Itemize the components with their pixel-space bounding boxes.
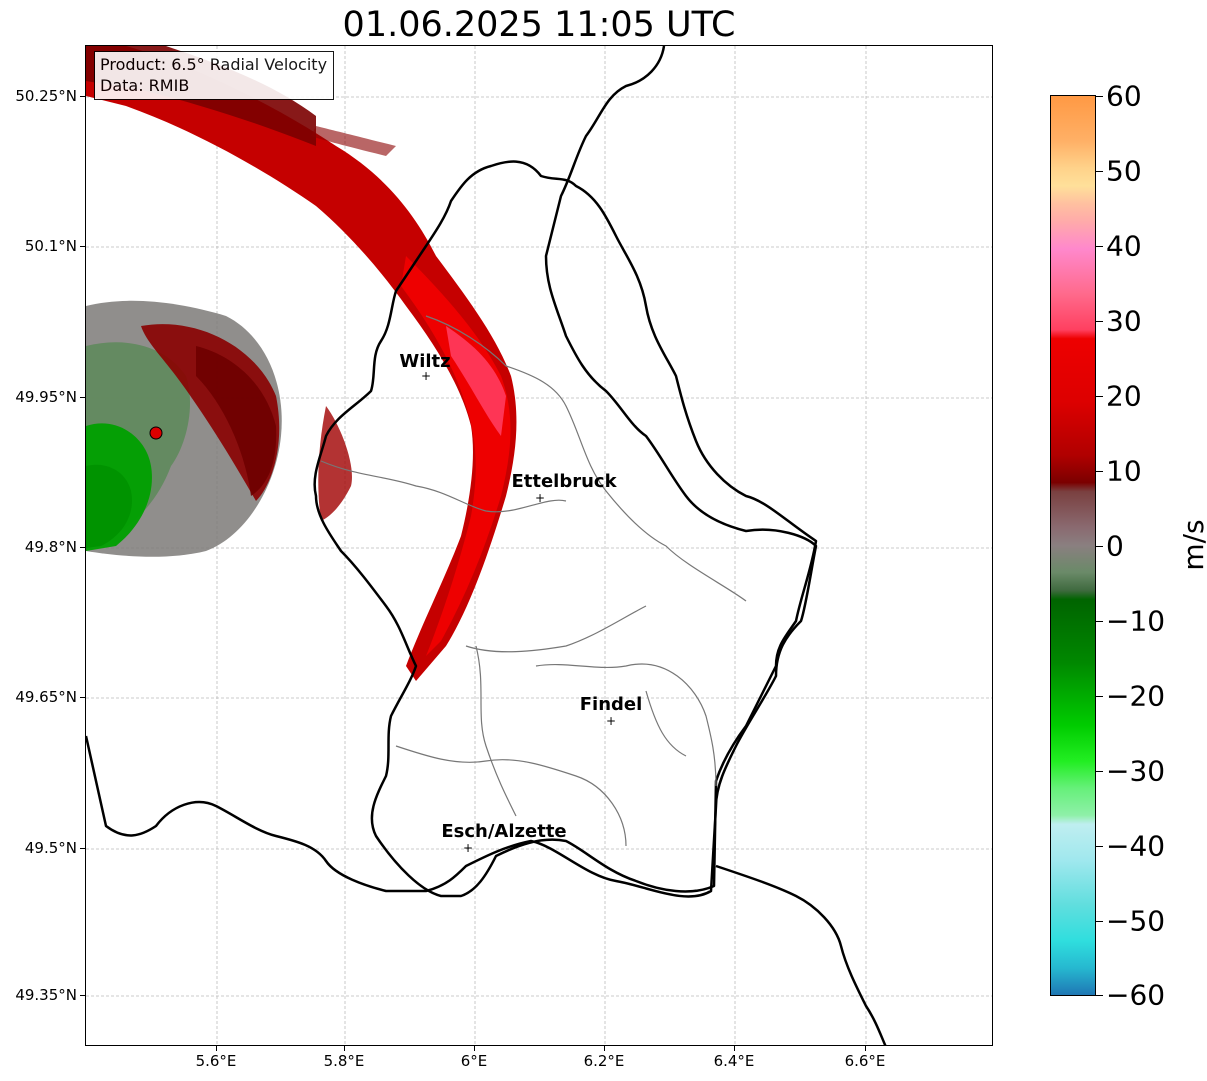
lat-tick: [80, 697, 85, 698]
lon-tick: [474, 1046, 475, 1051]
city-marker-esch: +: [462, 841, 474, 855]
lon-label: 5.8°E: [323, 1052, 365, 1070]
colorbar-tick: [1096, 96, 1103, 97]
colorbar-label: 50: [1106, 154, 1142, 188]
lat-label: 50.1°N: [24, 237, 77, 255]
lat-tick: [80, 995, 85, 996]
city-marker-findel: +: [605, 714, 617, 728]
colorbar-tick: [1096, 696, 1103, 697]
radar-echo-west: [86, 300, 282, 557]
colorbar-label: −40: [1106, 829, 1166, 863]
lon-label: 6.4°E: [713, 1052, 755, 1070]
colorbar-unit: m/s: [1177, 519, 1207, 571]
luxembourg-border: [313, 160, 818, 898]
city-label-findel: Findel: [579, 694, 643, 715]
lat-label: 49.35°N: [15, 986, 77, 1004]
colorbar-label: 0: [1106, 529, 1124, 563]
colorbar-label: 20: [1106, 379, 1142, 413]
south-border: [715, 864, 887, 1045]
map-panel[interactable]: Wiltz + Ettelbruck + Findel + Esch/Alzet…: [85, 45, 993, 1046]
product-info-box: Product: 6.5° Radial Velocity Data: RMIB: [94, 51, 335, 100]
city-label-esch: Esch/Alzette: [441, 821, 567, 842]
lat-tick: [80, 246, 85, 247]
lat-tick: [80, 848, 85, 849]
colorbar-tick: [1096, 171, 1103, 172]
colorbar-tick: [1096, 546, 1103, 547]
colorbar-label: −30: [1106, 754, 1166, 788]
colorbar-label: 30: [1106, 304, 1142, 338]
lat-label: 50.25°N: [15, 87, 77, 105]
colorbar-tick: [1096, 846, 1103, 847]
lat-label: 49.8°N: [24, 538, 77, 556]
colorbar-label: −20: [1106, 679, 1166, 713]
lon-label: 5.6°E: [195, 1052, 237, 1070]
lon-tick: [216, 1046, 217, 1051]
colorbar-tick: [1096, 471, 1103, 472]
city-marker-wiltz: +: [420, 369, 432, 383]
data-source-label: Data: RMIB: [100, 76, 190, 95]
colorbar-label: 10: [1106, 454, 1142, 488]
lat-tick: [80, 96, 85, 97]
colorbar: [1050, 95, 1096, 996]
lat-tick: [80, 547, 85, 548]
lat-label: 49.95°N: [15, 388, 77, 406]
colorbar-label: −10: [1106, 604, 1166, 638]
city-marker-ettelbruck: +: [534, 491, 546, 505]
colorbar-label: −50: [1106, 904, 1166, 938]
colorbar-tick: [1096, 621, 1103, 622]
lon-tick: [734, 1046, 735, 1051]
map-title: 01.06.2025 11:05 UTC: [342, 5, 736, 45]
colorbar-tick: [1096, 771, 1103, 772]
colorbar-tick: [1096, 995, 1103, 996]
product-label: Product: 6.5° Radial Velocity: [100, 55, 328, 74]
colorbar-tick: [1096, 246, 1103, 247]
city-label-wiltz: Wiltz: [399, 351, 451, 372]
lon-label: 6.2°E: [583, 1052, 625, 1070]
lat-label: 49.65°N: [15, 688, 77, 706]
canton-borders: [320, 315, 747, 847]
radar-site-marker: [149, 426, 163, 440]
colorbar-label: −60: [1106, 978, 1166, 1012]
lat-label: 49.5°N: [24, 839, 77, 857]
lon-label: 6.6°E: [844, 1052, 886, 1070]
colorbar-tick: [1096, 921, 1103, 922]
lon-tick: [344, 1046, 345, 1051]
lon-label: 6°E: [460, 1052, 488, 1070]
colorbar-label: 60: [1106, 79, 1142, 113]
radar-map-canvas: [86, 46, 992, 1045]
colorbar-tick: [1096, 321, 1103, 322]
lon-tick: [865, 1046, 866, 1051]
colorbar-tick: [1096, 396, 1103, 397]
gridlines: [86, 46, 992, 1045]
lon-tick: [604, 1046, 605, 1051]
colorbar-label: 40: [1106, 229, 1142, 263]
lat-tick: [80, 397, 85, 398]
city-label-ettelbruck: Ettelbruck: [511, 471, 617, 492]
